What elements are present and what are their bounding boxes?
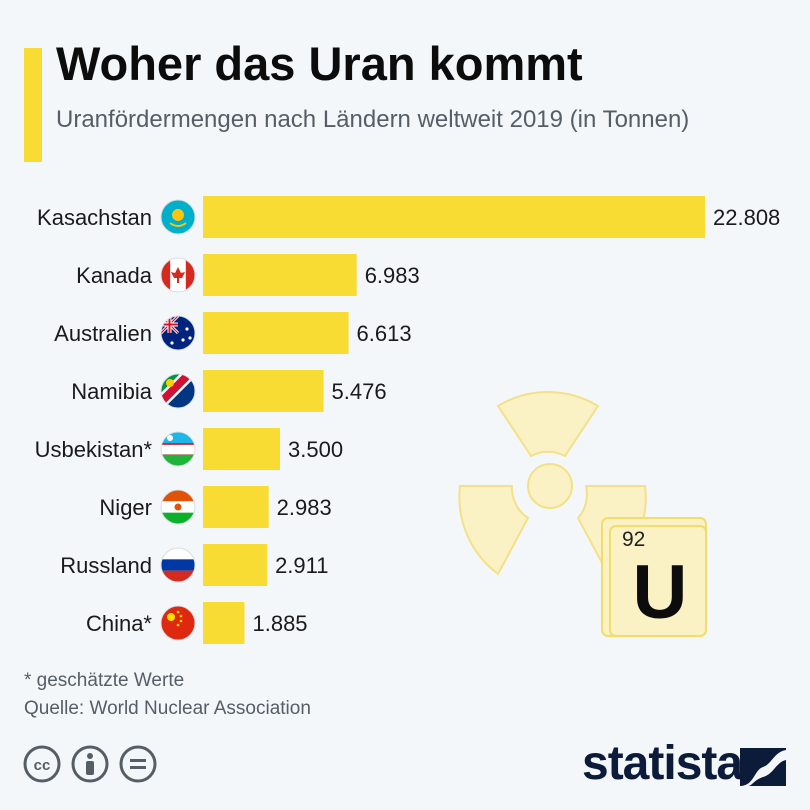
bar — [203, 254, 357, 296]
bar — [203, 428, 281, 470]
category-label: Russland — [60, 553, 152, 578]
category-label: Australien — [54, 321, 152, 346]
title-accent-bar — [24, 48, 42, 162]
value-label: 1.885 — [252, 611, 307, 636]
australia-flag-icon — [160, 315, 196, 351]
bar-chart: Kasachstan 22.808 Kanada 6.983 Australien 6.6… — [35, 196, 780, 644]
category-label: Namibia — [71, 379, 152, 404]
footnote: * geschätzte Werte — [24, 670, 185, 691]
category-label: China* — [86, 611, 152, 636]
canada-flag-icon — [160, 257, 196, 293]
element-symbol: U — [633, 550, 688, 635]
uranium-illustration: 92 U — [458, 391, 707, 637]
value-label: 5.476 — [332, 379, 387, 404]
value-label: 3.500 — [288, 437, 343, 462]
chart-title: Woher das Uran kommt — [56, 37, 583, 90]
category-label: Niger — [99, 495, 152, 520]
category-label: Kanada — [76, 263, 153, 288]
value-label: 6.983 — [365, 263, 420, 288]
bar — [203, 312, 349, 354]
attribution-icon[interactable] — [70, 744, 110, 784]
value-label: 2.911 — [275, 553, 328, 578]
value-label: 22.808 — [713, 205, 780, 230]
china-flag-icon — [160, 605, 196, 641]
chart-subtitle: Uranfördermengen nach Ländern weltweit 2… — [56, 106, 690, 133]
niger-flag-icon — [160, 489, 196, 525]
bar — [203, 544, 268, 586]
uranium-element-tile: 92 U — [601, 517, 707, 637]
value-label: 2.983 — [277, 495, 332, 520]
value-label: 6.613 — [357, 321, 412, 346]
atomic-number: 92 — [622, 528, 645, 551]
namibia-flag-icon — [160, 373, 196, 409]
license-icons: cc — [22, 744, 158, 784]
bar — [203, 486, 269, 528]
uzbekistan-flag-icon — [160, 431, 196, 467]
category-label: Usbekistan* — [35, 437, 153, 462]
kazakhstan-flag-icon — [160, 199, 196, 235]
creative-commons-icon[interactable]: cc — [22, 744, 62, 784]
svg-text:cc: cc — [34, 757, 51, 774]
category-label: Kasachstan — [37, 205, 152, 230]
statista-logo[interactable]: statista — [582, 737, 743, 790]
russia-flag-icon — [160, 547, 196, 583]
bar — [203, 370, 324, 412]
bar — [203, 602, 245, 644]
no-derivatives-icon[interactable] — [118, 744, 158, 784]
source-note: Quelle: World Nuclear Association — [24, 698, 311, 719]
statista-logo-icon — [740, 748, 786, 786]
bar — [203, 196, 705, 238]
